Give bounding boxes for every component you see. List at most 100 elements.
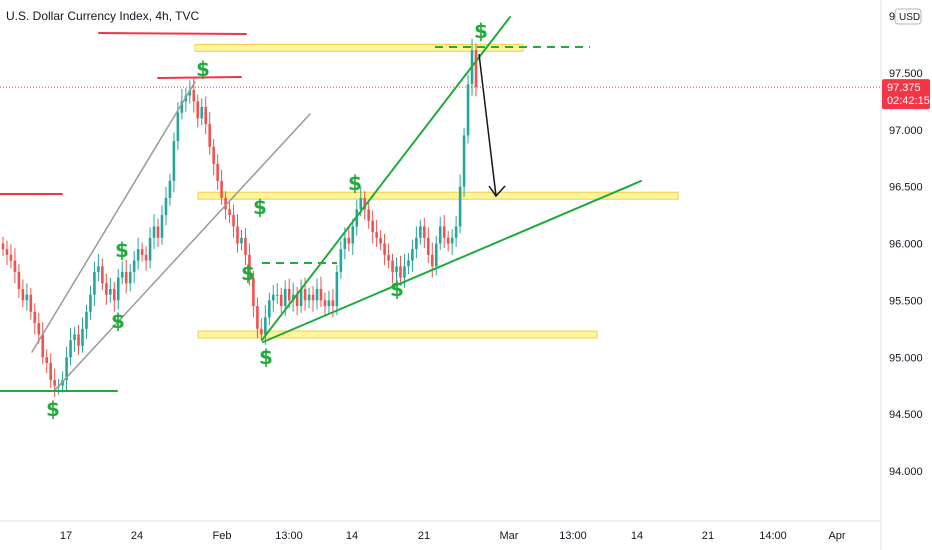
currency-badge-label: USD xyxy=(899,12,920,23)
candle-body xyxy=(323,300,327,307)
candles-layer xyxy=(1,38,478,398)
candle-body xyxy=(25,294,29,301)
candle-body xyxy=(387,254,390,261)
candle-body xyxy=(17,271,21,289)
green-trendline xyxy=(262,180,642,343)
candle-body xyxy=(454,226,458,238)
y-tick-label: 97.500 xyxy=(889,68,923,80)
zones-layer xyxy=(194,43,679,339)
price-zone xyxy=(197,191,679,200)
x-tick-label: Apr xyxy=(828,530,845,542)
currency-badge-box xyxy=(894,8,922,25)
candle-body xyxy=(379,237,382,244)
candle-body xyxy=(236,226,239,244)
x-tick-label: 24 xyxy=(131,530,143,542)
candle-body xyxy=(466,84,470,136)
candle-body xyxy=(228,209,231,216)
candle-body xyxy=(188,89,192,96)
candle-body xyxy=(164,198,168,216)
dollar-marker-icon: $ xyxy=(390,277,404,301)
candle-body xyxy=(474,50,478,88)
price-tag-value: 97.375 xyxy=(887,82,921,94)
candle-body xyxy=(411,249,414,261)
price-tag-box xyxy=(882,79,930,110)
candle-body xyxy=(287,289,291,301)
candle-body xyxy=(200,107,204,119)
candle-body xyxy=(5,249,9,255)
candle-body xyxy=(124,271,128,284)
candle-body xyxy=(375,232,378,238)
candle-body xyxy=(49,362,52,380)
candle-body xyxy=(109,289,112,295)
candle-body xyxy=(351,226,355,244)
candle-body xyxy=(220,180,223,198)
x-tick-label: Feb xyxy=(213,530,232,542)
candle-body xyxy=(132,260,136,272)
candle-body xyxy=(148,237,152,261)
candle-body xyxy=(29,294,33,312)
candle-body xyxy=(256,306,259,329)
candle-body xyxy=(168,180,172,198)
y-tick-label: 96.000 xyxy=(889,239,923,251)
y-tick-label: 95.500 xyxy=(889,295,923,307)
y-tick-label: 97.000 xyxy=(889,125,923,137)
candle-body xyxy=(13,260,17,272)
candle-body xyxy=(136,249,140,261)
candle-body xyxy=(359,198,363,210)
dollar-marker-icon: $ xyxy=(111,309,125,333)
time-axis: 17 24 Feb 13:00 14 21 Mar 13:00 14 21 14:00 Apr xyxy=(60,530,846,542)
dollar-marker-icon: $ xyxy=(474,19,488,43)
y-tick-label: 94.000 xyxy=(889,466,923,478)
candle-body xyxy=(196,101,200,119)
down-arrow-head xyxy=(488,185,506,198)
dollar-marker-icon: $ xyxy=(259,345,273,369)
candle-body xyxy=(140,249,144,255)
candle-body xyxy=(415,237,418,250)
candle-body xyxy=(450,237,454,244)
dollar-marker-icon: $ xyxy=(46,397,60,421)
x-tick-label: Mar xyxy=(500,530,519,542)
candle-body xyxy=(77,334,80,346)
candle-body xyxy=(458,186,462,227)
candle-body xyxy=(367,209,370,221)
candle-body xyxy=(33,311,37,324)
candle-body xyxy=(120,271,124,278)
candle-body xyxy=(93,271,96,295)
y-tick-label: 96.500 xyxy=(889,182,923,194)
candle-body xyxy=(462,135,466,187)
candle-body xyxy=(9,254,13,261)
candle-body xyxy=(264,317,267,335)
price-zone xyxy=(194,43,524,52)
candle-body xyxy=(85,311,88,329)
candle-body xyxy=(216,163,219,181)
candle-body xyxy=(371,220,374,233)
candle-body xyxy=(279,294,283,307)
candle-body xyxy=(307,294,311,301)
candle-body xyxy=(81,328,84,346)
candle-body xyxy=(391,260,394,272)
candle-body xyxy=(116,277,120,301)
dollar-marker-icon: $ xyxy=(196,57,210,81)
price-tag-countdown: 02:42:15 xyxy=(887,95,930,107)
candle-body xyxy=(73,334,76,341)
x-tick-label: 13:00 xyxy=(275,530,303,542)
x-tick-label: 21 xyxy=(418,530,430,542)
candle-body xyxy=(319,289,323,301)
candle-body xyxy=(112,289,116,301)
currency-badge[interactable]: USD xyxy=(894,8,922,25)
candle-body xyxy=(101,266,104,284)
candle-body xyxy=(97,266,100,272)
candle-body xyxy=(438,226,442,244)
candle-body xyxy=(65,357,68,380)
candle-body xyxy=(172,141,176,181)
candle-body xyxy=(252,277,255,307)
candle-body xyxy=(363,198,367,210)
candle-body xyxy=(331,300,335,307)
candle-body xyxy=(160,215,164,238)
candle-body xyxy=(21,289,25,301)
last-price-tag: 97.375 02:42:15 xyxy=(882,79,930,110)
candle-body xyxy=(244,237,247,255)
red-horizontal-line xyxy=(157,76,242,79)
candle-body xyxy=(1,243,5,250)
